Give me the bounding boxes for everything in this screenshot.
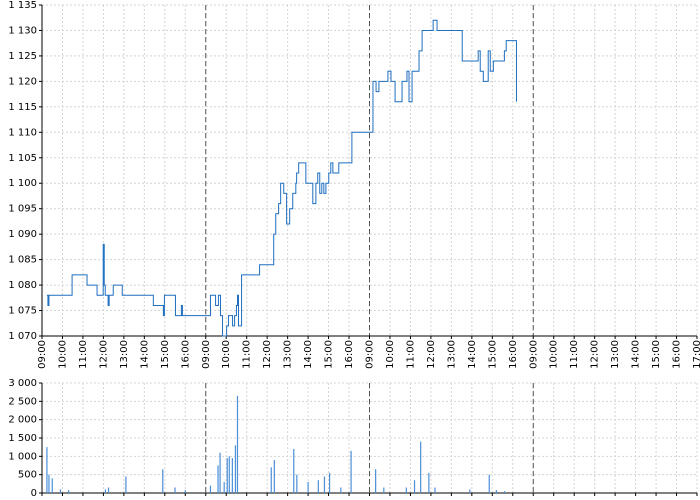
y-tick-label: 1 000 <box>8 451 37 462</box>
x-tick-label: 13:00 <box>119 340 130 369</box>
y-tick-label: 1 115 <box>8 102 37 113</box>
x-tick-label: 12:00 <box>426 340 437 369</box>
y-tick-label: 1 120 <box>8 76 37 87</box>
volume-bar <box>434 487 436 493</box>
x-tick-label: 13:00 <box>610 340 621 369</box>
x-tick-label: 09:00 <box>201 340 212 369</box>
y-tick-label: 0 <box>31 488 37 499</box>
volume-bar <box>184 490 186 493</box>
y-tick-label: 2 000 <box>8 415 37 426</box>
x-tick-label: 15:00 <box>324 340 335 369</box>
y-tick-label: 1 100 <box>8 178 37 189</box>
y-tick-label: 1 125 <box>8 51 37 62</box>
x-tick-label: 10:00 <box>385 340 396 369</box>
y-tick-label: 1 130 <box>8 25 37 36</box>
y-tick-label: 1 075 <box>8 306 37 317</box>
volume-bar <box>503 491 506 493</box>
volume-bar <box>307 482 309 493</box>
volume-bar <box>469 489 471 493</box>
price-line <box>46 19 517 337</box>
y-tick-label: 1 500 <box>8 433 37 444</box>
x-tick-label: 14:00 <box>467 340 478 369</box>
x-tick-label: 15:00 <box>651 340 662 369</box>
volume-bar <box>317 480 319 493</box>
x-tick-label: 12:00 <box>590 340 601 369</box>
x-tick-label: 10:00 <box>57 340 68 369</box>
volume-bar <box>51 478 53 493</box>
volume-bar <box>48 474 50 493</box>
volume-bar <box>226 458 228 493</box>
x-tick-label: 14:00 <box>303 340 314 369</box>
volume-bar <box>59 489 62 493</box>
volume-bar <box>68 490 70 493</box>
x-tick-label: 16:00 <box>344 340 355 369</box>
x-tick-label: 13:00 <box>446 340 457 369</box>
volume-bar <box>104 489 107 493</box>
x-tick-label: 16:00 <box>672 340 683 369</box>
volume-bar <box>350 450 352 493</box>
volume-bar <box>413 480 416 493</box>
y-tick-label: 1 105 <box>8 153 37 164</box>
volume-bar <box>495 490 498 493</box>
volume-bar <box>328 472 331 493</box>
x-tick-label: 17:00 <box>692 340 700 369</box>
volume-bar <box>488 474 490 493</box>
x-tick-label: 09:00 <box>528 340 539 369</box>
volume-bar <box>162 469 164 493</box>
volume-bar <box>375 469 377 493</box>
x-tick-label: 15:00 <box>160 340 171 369</box>
volume-bar <box>223 482 225 493</box>
volume-bar <box>107 487 110 493</box>
x-tick-label: 14:00 <box>139 340 150 369</box>
volume-bar <box>217 465 219 493</box>
y-tick-label: 1 070 <box>8 331 37 342</box>
volume-bar <box>125 476 127 493</box>
x-tick-label: 10:00 <box>221 340 232 369</box>
volume-bar <box>296 474 298 493</box>
x-tick-label: 10:00 <box>549 340 560 369</box>
volume-bar <box>323 476 326 493</box>
y-tick-label: 1 090 <box>8 229 37 240</box>
x-tick-label: 11:00 <box>569 340 580 369</box>
y-tick-label: 1 135 <box>8 0 37 11</box>
y-tick-label: 2 500 <box>8 396 37 407</box>
x-tick-label: 12:00 <box>98 340 109 369</box>
volume-bar <box>293 449 295 493</box>
volume-bar <box>209 485 212 493</box>
volume-bar <box>383 487 385 493</box>
volume-bar <box>46 447 48 493</box>
volume-bar <box>174 487 176 493</box>
x-tick-label: 09:00 <box>37 340 48 369</box>
volume-bar <box>420 441 422 493</box>
volume-bar <box>405 487 407 493</box>
volume-bar <box>428 472 430 493</box>
volume-bar <box>340 487 342 493</box>
y-tick-label: 1 110 <box>8 127 37 138</box>
x-tick-label: 15:00 <box>487 340 498 369</box>
volume-bar <box>234 445 237 493</box>
x-tick-label: 11:00 <box>242 340 253 369</box>
x-tick-label: 11:00 <box>78 340 89 369</box>
volume-bar <box>236 395 239 493</box>
y-tick-label: 1 095 <box>8 204 37 215</box>
x-tick-label: 16:00 <box>508 340 519 369</box>
x-tick-label: 09:00 <box>365 340 376 369</box>
volume-bar <box>219 452 221 493</box>
volume-bar <box>231 458 233 493</box>
x-tick-label: 12:00 <box>262 340 273 369</box>
x-tick-label: 13:00 <box>283 340 294 369</box>
x-tick-label: 11:00 <box>405 340 416 369</box>
y-tick-label: 1 085 <box>8 255 37 266</box>
volume-bar <box>270 467 272 493</box>
x-tick-label: 16:00 <box>180 340 191 369</box>
y-tick-label: 500 <box>18 470 37 481</box>
y-tick-label: 1 080 <box>8 280 37 291</box>
volume-bar <box>228 456 230 493</box>
volume-bar <box>273 460 275 493</box>
y-tick-label: 3 000 <box>8 378 37 389</box>
x-tick-label: 14:00 <box>631 340 642 369</box>
